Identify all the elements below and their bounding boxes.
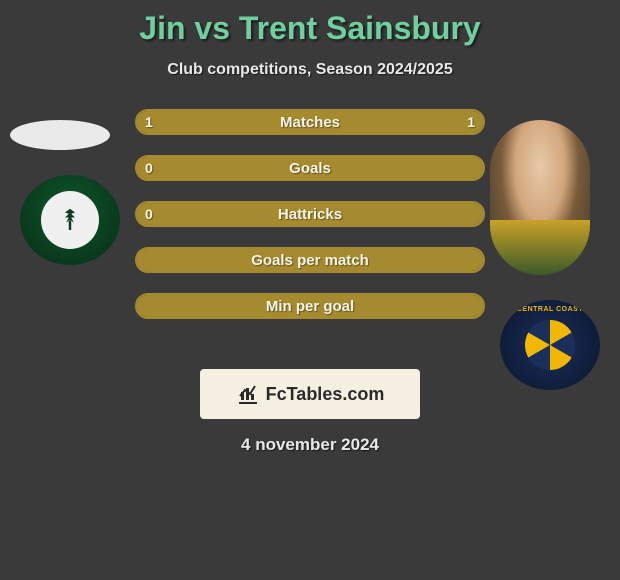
page-title: Jin vs Trent Sainsbury (0, 0, 620, 47)
stat-bars-container: 11Matches 0Goals 0Hattricks Goals per match… (135, 109, 485, 319)
chart-icon (236, 382, 260, 406)
bar-label: Matches (137, 111, 483, 133)
bar-label: Min per goal (137, 295, 483, 317)
page-subtitle: Club competitions, Season 2024/2025 (0, 61, 620, 79)
stat-bar: 0Goals (135, 155, 485, 181)
watermark-badge: FcTables.com (200, 369, 420, 419)
date-label: 4 november 2024 (0, 435, 620, 455)
stat-bar: 0Hattricks (135, 201, 485, 227)
watermark-text: FcTables.com (266, 384, 385, 405)
bar-label: Hattricks (137, 203, 483, 225)
stat-bar: Min per goal (135, 293, 485, 319)
stat-bar: Goals per match (135, 247, 485, 273)
bar-label: Goals per match (137, 249, 483, 271)
bar-label: Goals (137, 157, 483, 179)
stat-bar: 11Matches (135, 109, 485, 135)
stats-stage: 11Matches 0Goals 0Hattricks Goals per match… (0, 109, 620, 455)
